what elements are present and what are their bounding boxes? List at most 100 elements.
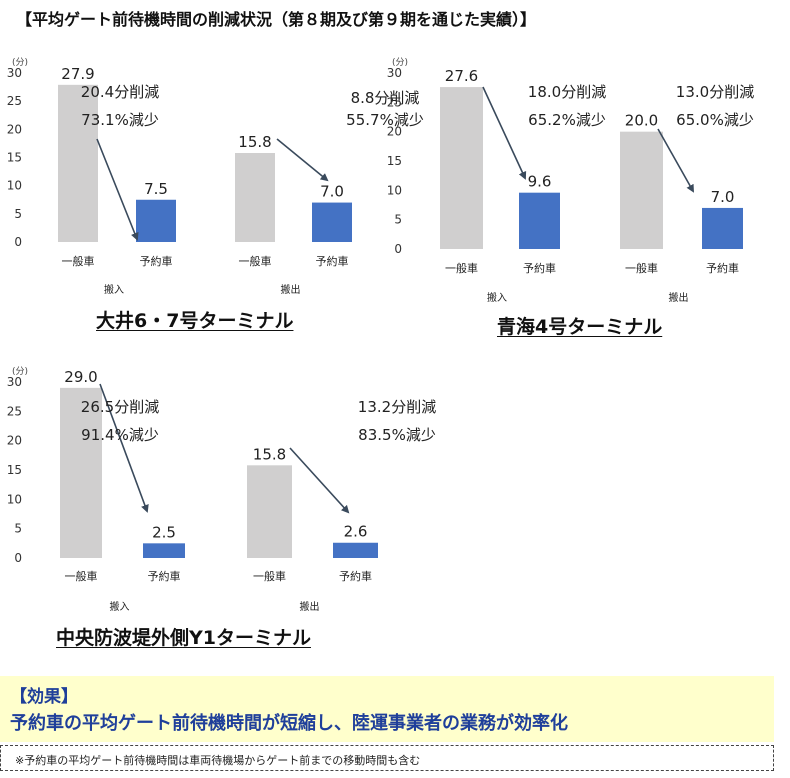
y-tick-label: 5 [14,522,22,536]
reduction-arrow [276,138,329,182]
reduction-arrow [482,86,527,180]
category-label: 予約車 [148,569,181,583]
chart-oi-import: (分) 0 5 10 15 20 25 30 27.9 一般車 7.5 予約車搬入 20.4分削減 73.… [0,55,230,305]
reduction-annotation: 13.2分削減 [358,398,436,416]
y-unit-label: (分) [392,57,408,68]
page-title: 【平均ゲート前待機時間の削減状況（第８期及び第９期を通じた実績）】 [16,10,537,29]
category-label: 予約車 [140,254,173,268]
bar-general [247,465,292,558]
y-tick-label: 20 [7,122,22,136]
bar-value-label: 2.5 [152,523,176,541]
bar-reserved [519,192,560,249]
bar-value-label: 7.0 [320,183,344,201]
bar-value-label: 20.0 [625,112,658,130]
y-tick-label: 20 [7,434,22,448]
chart-aomi-import: (分) 0 5 10 15 20 25 30 27.6 一般車 9.6 予約車搬入 18.0分削減 65.… [385,57,606,313]
reduction-arrow [657,128,694,193]
y-unit-label: (分) [12,366,28,377]
bar-value-label: 2.6 [344,523,368,541]
bar-general [620,131,663,249]
y-tick-label: 15 [7,151,22,165]
bar-reserved [333,542,378,558]
bar-general [440,87,483,249]
chart-oi-export: 15.8 一般車 7.0 予約車搬出 8.8分削減 55.7%減少 [220,55,424,305]
bar-reserved [143,543,185,558]
y-tick-label: 5 [14,207,22,221]
effect-text: 予約車の平均ゲート前待機時間が短縮し、陸運事業者の業務が効率化 [10,713,568,734]
bar-value-label: 15.8 [253,445,286,463]
category-label: 予約車 [339,569,372,583]
category-label: 一般車 [62,254,95,268]
y-tick-label: 25 [387,95,402,109]
y-tick-label: 30 [7,66,22,80]
y-tick-label: 20 [387,125,402,139]
reduction-annotation: 13.0分削減 [676,83,754,101]
footnote: ※予約車の平均ゲート前待機時間は車両待機場からゲート前までの移動時間も含む [15,754,421,767]
bar-general [60,387,102,558]
reduction-annotation: 20.4分削減 [81,83,159,101]
terminal-name-oi: 大井6・7号ターミナル [96,310,294,332]
reduction-annotation: 65.2%減少 [528,111,606,129]
reduction-annotation: 65.0%減少 [676,111,754,129]
y-tick-label: 30 [7,375,22,389]
bar-general [235,152,275,242]
x-axis-label: 搬入 [110,600,130,613]
y-tick-label: 10 [7,179,22,193]
category-label: 一般車 [239,254,272,268]
y-unit-label: (分) [12,57,28,68]
bar-value-label: 7.0 [711,188,735,206]
y-tick-label: 10 [387,183,402,197]
chart-y1-import: (分) 0 5 10 15 20 25 30 29.0 一般車 2.5 予約車 搬入 26.5分削減 91.… [0,366,230,620]
effect-heading: 【効果】 [10,687,78,707]
bar-value-label: 27.6 [445,67,478,85]
y-tick-label: 0 [394,242,402,256]
reduction-annotation: 18.0分削減 [528,83,606,101]
bar-value-label: 27.9 [61,65,94,83]
category-label: 一般車 [445,261,478,275]
y-tick-label: 5 [394,213,402,227]
y-tick-label: 10 [7,492,22,506]
chart-y1-export: 15.8 一般車 2.6 予約車搬出 13.2分削減 83.5%減少 [220,370,436,620]
reduction-annotation: 91.4%減少 [81,426,159,444]
y-tick-label: 25 [7,94,22,108]
reduction-annotation: 83.5%減少 [358,426,436,444]
category-label: 予約車 [523,261,556,275]
category-label: 一般車 [253,569,286,583]
category-label: 予約車 [706,261,739,275]
bar-reserved [136,199,176,242]
category-label: 予約車 [316,254,349,268]
note-box: ※予約車の平均ゲート前待機時間は車両待機場からゲート前までの移動時間も含む [0,745,774,771]
terminal-name-y1: 中央防波堤外側Y1ターミナル [56,627,311,649]
y-tick-label: 15 [7,463,22,477]
y-tick-label: 25 [7,404,22,418]
bar-value-label: 15.8 [238,133,271,151]
reduction-annotation: 73.1%減少 [81,111,159,129]
terminal-name-aomi: 青海4号ターミナル [497,316,663,338]
reduction-arrow [96,138,139,241]
reduction-arrow [99,383,149,513]
x-axis-label: 搬入 [487,291,507,304]
x-axis-label: 搬入 [104,283,124,296]
y-tick-label: 0 [14,551,22,565]
bar-value-label: 7.5 [144,180,168,198]
reduction-annotation: 8.8分削減 [351,89,420,107]
reduction-annotation: 55.7%減少 [346,111,424,129]
x-axis-label: 搬出 [300,600,320,613]
bar-value-label: 9.6 [528,173,552,191]
chart-aomi-export: 20.0 一般車 7.0 予約車搬出 13.0分削減 65.0%減少 [595,63,785,313]
y-tick-label: 30 [387,66,402,80]
y-tick-label: 0 [14,235,22,249]
x-axis-label: 搬出 [281,283,301,296]
x-axis-label: 搬出 [669,291,689,304]
y-tick-label: 15 [387,154,402,168]
reduction-annotation: 26.5分削減 [81,398,159,416]
bar-reserved [312,202,352,242]
category-label: 一般車 [625,261,658,275]
category-label: 一般車 [65,569,98,583]
